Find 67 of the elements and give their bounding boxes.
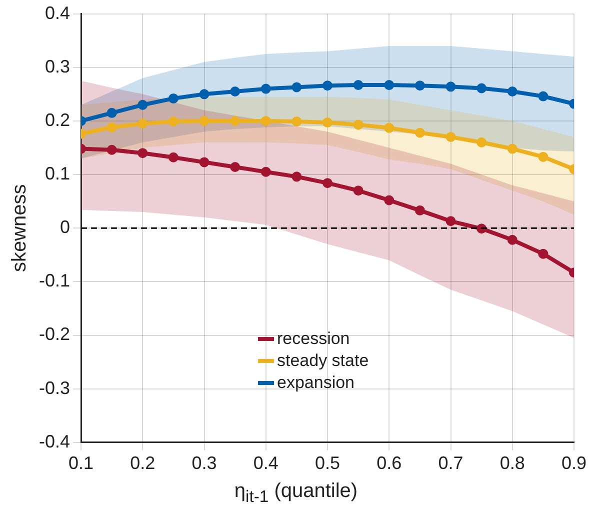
point	[538, 248, 548, 259]
point	[322, 178, 333, 188]
legend-label: expansion	[277, 373, 355, 393]
point	[353, 80, 364, 90]
x-tick-label: 0.8	[500, 453, 525, 474]
point	[230, 162, 240, 172]
point	[384, 122, 394, 133]
x-tick-label: 0.9	[561, 453, 587, 474]
legend-label: recession	[277, 329, 350, 349]
point	[414, 128, 425, 138]
y-axis-title: skewness	[8, 184, 31, 272]
x-axis-title: η$_{it-1}$ (quantile)	[233, 480, 359, 507]
point	[353, 186, 364, 196]
point	[476, 83, 487, 94]
point	[168, 152, 178, 162]
y-tick-label: 0.1	[44, 163, 70, 184]
point	[292, 172, 302, 182]
point	[138, 100, 148, 110]
point	[538, 91, 548, 102]
point	[538, 152, 548, 162]
point	[168, 93, 178, 104]
point	[414, 205, 425, 216]
point	[292, 82, 302, 92]
point	[230, 116, 240, 126]
point	[446, 216, 456, 226]
point	[476, 137, 487, 148]
point	[260, 166, 271, 177]
y-tick-label: -0.2	[38, 324, 70, 344]
x-tick-label: 0.5	[314, 453, 340, 474]
point	[292, 116, 302, 126]
point	[446, 82, 456, 92]
y-tick-label: -0.3	[38, 378, 70, 398]
point	[446, 132, 456, 142]
point	[106, 144, 117, 155]
y-tick-label: 0	[60, 217, 70, 238]
point	[168, 116, 178, 126]
point	[507, 144, 518, 154]
point	[138, 148, 148, 158]
x-tick-label: 0.1	[68, 453, 94, 474]
y-tick-label: -0.1	[38, 270, 70, 291]
y-tick-label: 0.2	[44, 110, 70, 130]
point	[353, 120, 364, 130]
y-tick-label: 0.4	[44, 2, 70, 23]
point	[384, 195, 394, 206]
point	[322, 118, 333, 128]
point	[260, 84, 271, 94]
point	[106, 108, 117, 118]
point	[322, 80, 333, 91]
point	[230, 86, 240, 96]
y-tick-label: 0.3	[44, 56, 70, 76]
point	[507, 234, 518, 245]
point	[199, 89, 210, 100]
x-tick-label: 0.7	[438, 453, 464, 474]
point	[414, 80, 425, 91]
point	[507, 86, 518, 96]
point	[384, 80, 394, 90]
x-tick-label: 0.6	[376, 453, 402, 474]
x-tick-label: 0.3	[192, 453, 217, 474]
point	[138, 118, 148, 129]
point	[199, 157, 210, 168]
x-tick-label: 0.2	[130, 453, 156, 474]
x-tick-label: 0.4	[253, 453, 278, 474]
point	[260, 116, 271, 126]
y-tick-label: -0.4	[38, 431, 70, 452]
legend-label: steady state	[277, 351, 369, 371]
point	[106, 122, 117, 132]
point	[199, 116, 210, 126]
